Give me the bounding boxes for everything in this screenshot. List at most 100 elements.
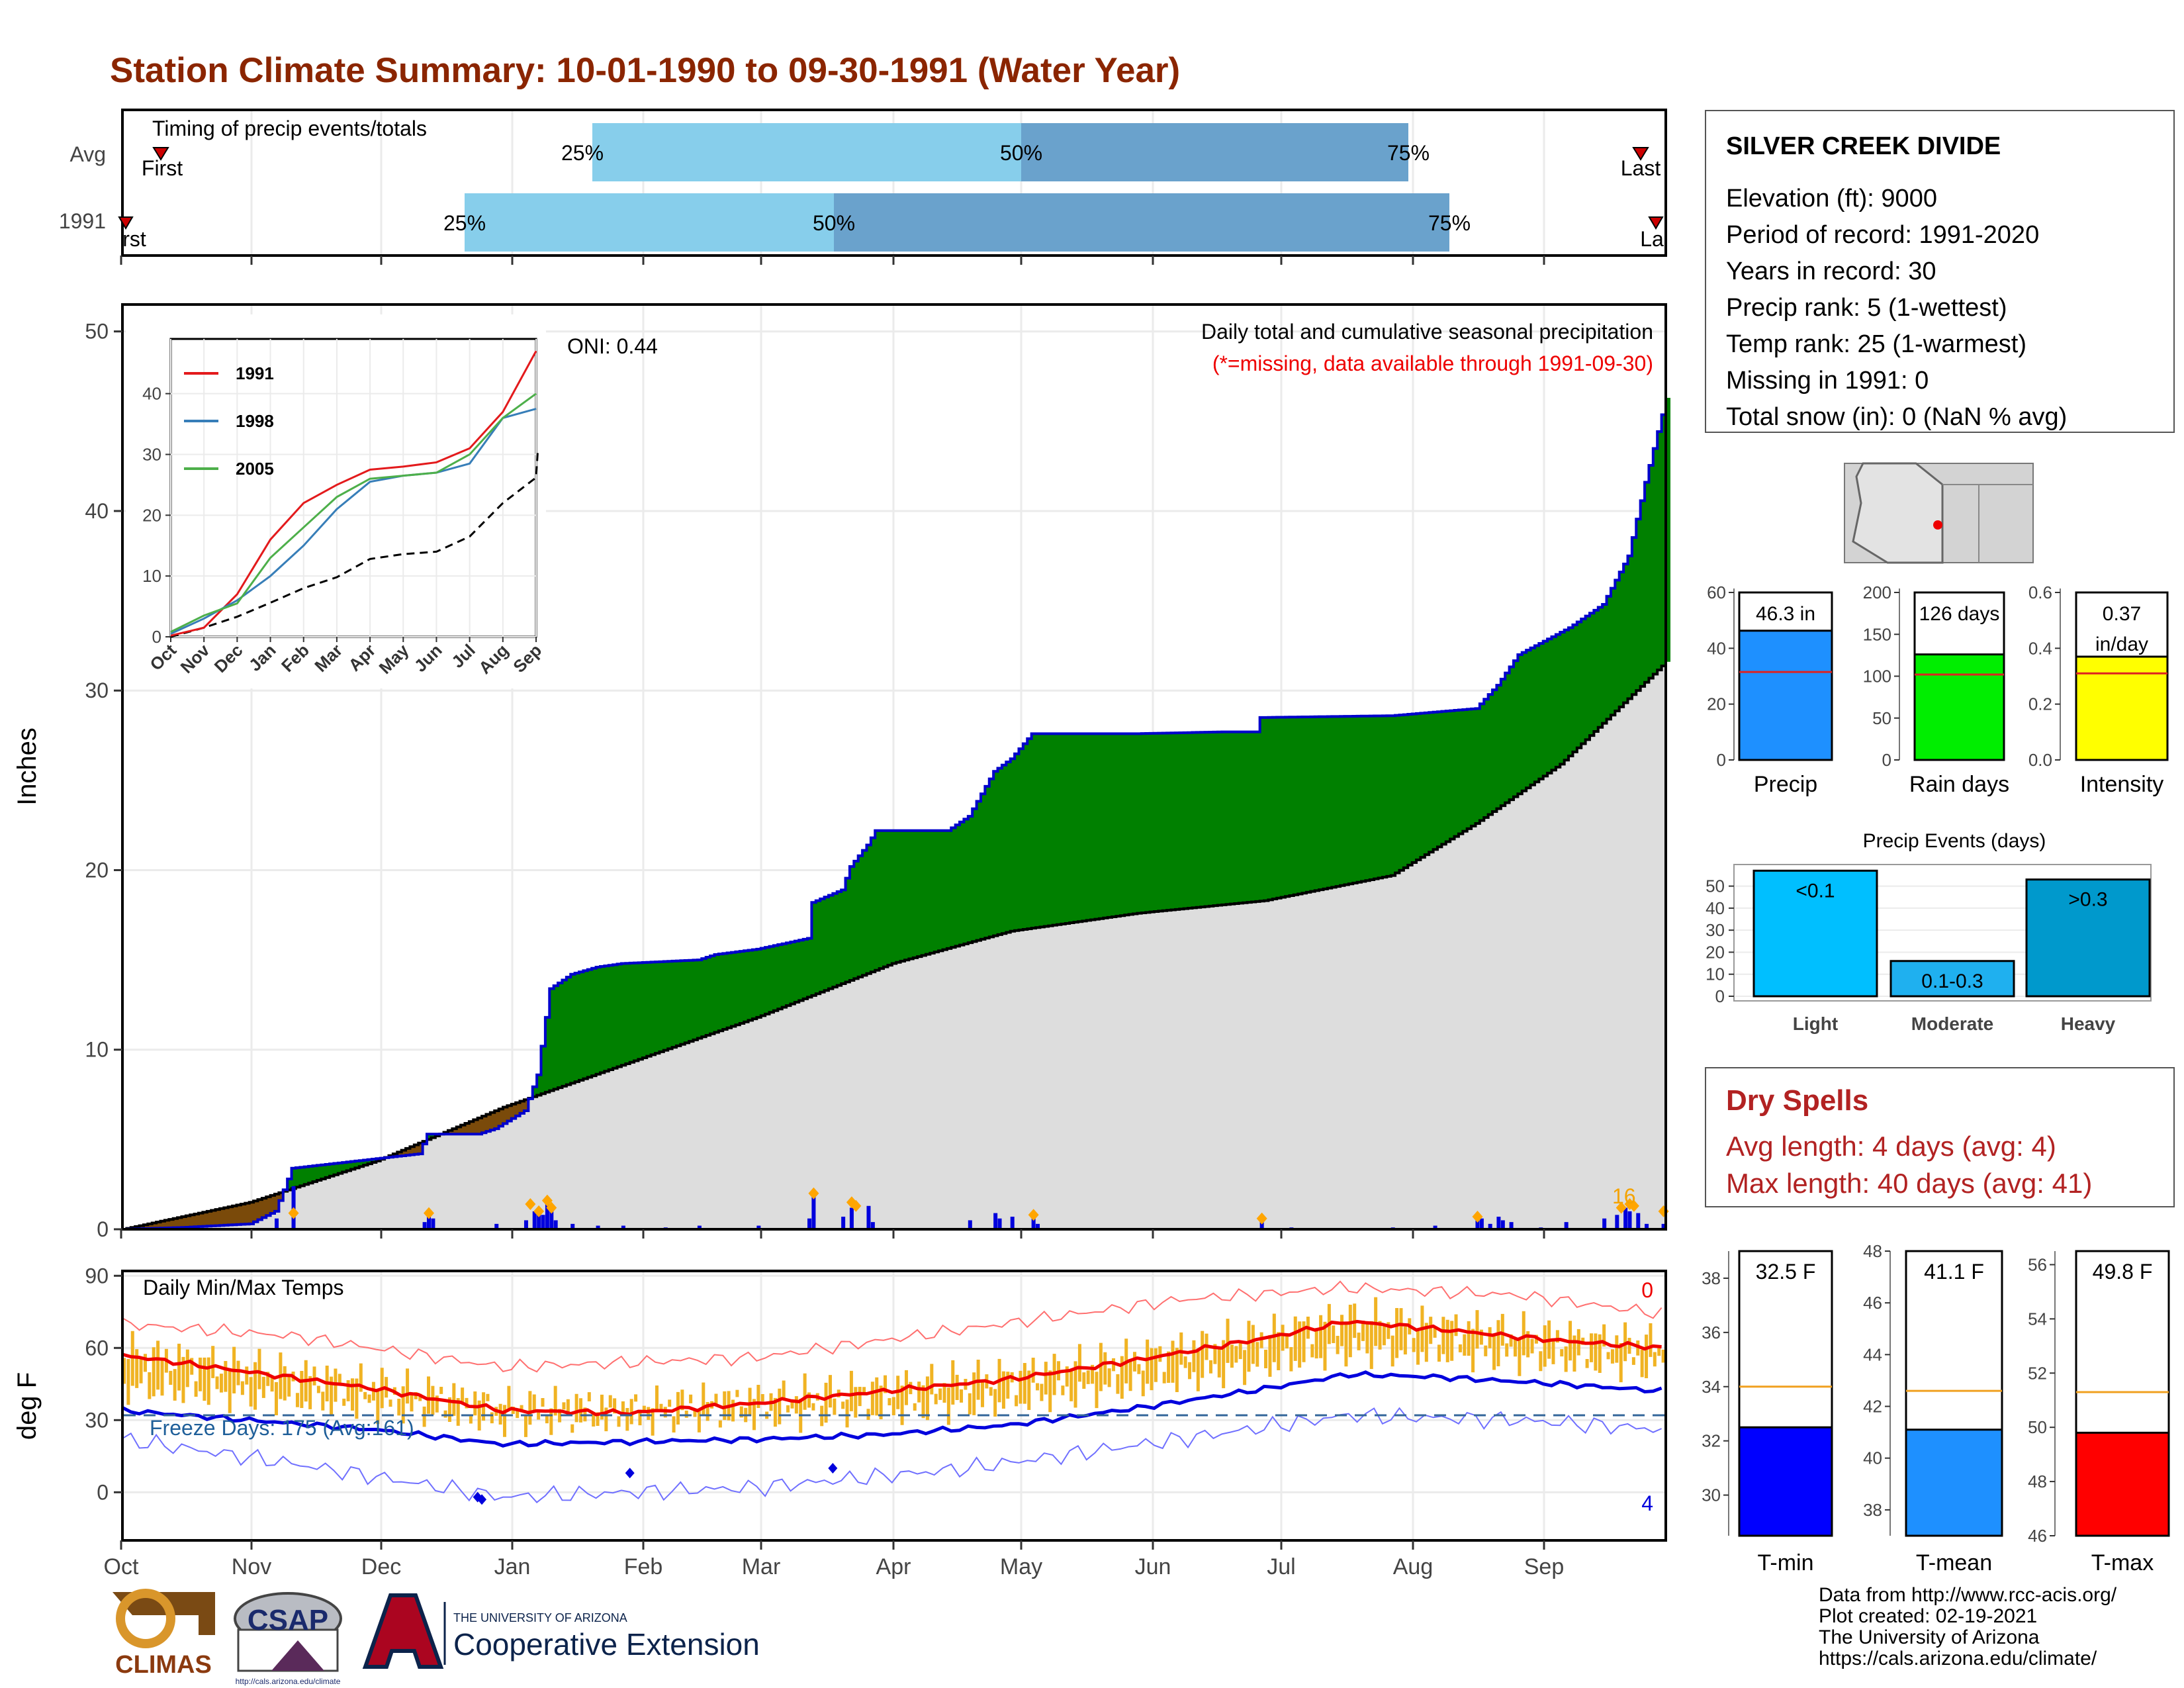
temp-summary-tmax: 46 48 50 52 54 56 49.8 F T-max [2028,1250,2170,1575]
inset-series-1991 [170,350,537,637]
extreme-precip-marker [424,1207,435,1219]
precip-ylabel: Inches [13,727,42,806]
events-bar-light [1752,869,1878,998]
timing-row-avg-label: Avg [69,142,106,166]
ua-a-shape [362,1593,444,1669]
extreme-precip-marker [533,1205,545,1217]
daily-precip-bar [870,1222,875,1229]
ua-big-text: Cooperative Extension [453,1627,760,1662]
temp-summary-tick-label: 52 [2028,1363,2047,1383]
extreme-precip-marker [525,1198,536,1211]
temp-summary-value: 41.1 F [1924,1260,1984,1284]
footer-line-0: Data from http://www.rcc-acis.org/ [1819,1584,2117,1606]
extreme-precip-marker [546,1201,557,1214]
avg-cumulative-fill [122,661,1666,1229]
temp-summary-tick-label: 50 [2028,1417,2047,1437]
summary-bar-fill [1738,630,1833,761]
temp-panel: 0 30 60 90 Oct Nov Dec Jan Feb Mar Apr May Jun Jul Au… [13,1264,1667,1579]
temp-xtick-label: Aug [1393,1554,1433,1579]
oni-label: ONI: 0.44 [567,334,658,358]
daily-precip-bar [545,1200,549,1229]
temp-summary-tmean: 38 40 42 44 46 48 41.1 F T-mean [1863,1241,2003,1575]
summary-tick-label: 0 [1882,750,1891,770]
temp-xtick-label: Jun [1135,1554,1171,1579]
summary-bar-label: Precip [1754,772,1817,797]
events-tick-label: 30 [1706,920,1725,940]
daily-precip-bar [1623,1207,1628,1229]
temp-summary-tick-label: 42 [1863,1397,1882,1417]
temp-xtick-label: Feb [624,1554,663,1579]
station-line-0: Elevation (ft): 9000 [1726,185,1937,212]
climas-mark [113,1592,215,1635]
precip-note-1: Daily total and cumulative seasonal prec… [1201,320,1653,344]
dry-spells-title: Dry Spells [1726,1084,1869,1117]
daily-precip-bar [1036,1223,1040,1229]
freeze-days-label: Freeze Days: 175 (Avg:161) [150,1416,414,1440]
temp-summary-tmin: 30 32 34 36 38 32.5 F T-min [1702,1250,1833,1575]
temp-xtick-label: Jan [494,1554,531,1579]
temp-panel-label: Daily Min/Max Temps [143,1276,343,1299]
daily-precip-bar [811,1195,816,1229]
station-line-2: Years in record: 30 [1726,258,1936,285]
daily-precip-bar [537,1207,541,1229]
arizona-locator-map [1844,462,2034,564]
inset-series-1998 [170,408,537,635]
temp-ytick-label: 0 [97,1480,109,1504]
daily-precip-bar [849,1207,854,1229]
events-bar-moderate [1889,960,2015,998]
extreme-precip-marker [1256,1212,1267,1225]
extreme-precip-marker [850,1199,862,1212]
extreme-precip-marker [1472,1211,1483,1223]
daily-precip-bar [1615,1215,1619,1229]
dry-spells-box: Dry Spells Avg length: 4 days (avg: 4) M… [1705,1067,2175,1207]
precip-areas [122,398,1670,1231]
temp-summary-tick-label: 44 [1863,1344,1882,1364]
daily-precip-bar [756,1225,761,1229]
precip-count-label: 16 [1612,1184,1636,1208]
daily-precip-bar [807,1218,812,1229]
temp-summary-fill [1905,1429,2003,1537]
inset-legend-label: 1998 [236,411,274,431]
temp-xtick-label: Oct [104,1554,139,1579]
daily-precip-bar [1496,1217,1501,1229]
temp-summary-tick-label: 46 [1863,1293,1882,1313]
summary-tick-label: 150 [1863,624,1891,644]
events-bar-heavy [2025,878,2151,998]
events-bar-label: >0.3 [2068,889,2107,911]
extreme-precip-marker [808,1187,819,1199]
summary-bar-label: Intensity [2080,772,2164,797]
summary-tick-label: 0.0 [2028,750,2052,770]
precip-events-title: Precip Events (days) [1863,830,2046,852]
summary-tick-label: 50 [1872,708,1891,728]
record-max-line [122,1280,1662,1373]
events-category-label: Moderate [1911,1013,1993,1034]
temp-ylabel: deg F [13,1372,42,1440]
footer-line-3: https://cals.arizona.edu/climate/ [1819,1648,2097,1669]
daily-precip-bar [596,1225,600,1229]
inset-legend: 1991 1998 2005 [184,363,274,479]
temp-bottom-count: 4 [1641,1491,1653,1515]
temp-x-axis: Oct Nov Dec Jan Feb Mar Apr May Jun Jul Aug Sep [104,1540,1564,1579]
record-low-marker [477,1494,487,1505]
daily-precip-bar [1661,1223,1666,1229]
temp-ytick-label: 60 [85,1336,109,1360]
extreme-precip-marker [288,1207,299,1219]
year-pct-75: 75% [1428,211,1471,235]
temp-summary-tick-label: 56 [2028,1254,2047,1274]
daily-precip-bar [1564,1222,1569,1229]
avg-first-label: First [142,156,183,180]
events-tick-label: 40 [1706,898,1725,918]
daily-precip-bar [541,1215,545,1229]
footer-line-2: The University of Arizona [1819,1626,2040,1648]
summary-tick-label: 0.6 [2028,583,2052,602]
events-bar-label: 0.1-0.3 [1921,970,1983,992]
inset-avg-line [170,451,539,638]
precip-events-bars: <0.1 Light 0.1-0.3 Moderate >0.3 Heavy [1752,869,2151,1034]
timing-month-ticks [120,256,1545,265]
ua-small-text: THE UNIVERSITY OF ARIZONA [453,1611,627,1624]
inset-lines [170,350,539,638]
daily-precip-bar [621,1225,625,1229]
daily-precip-bar [1433,1225,1437,1229]
daily-precip-bar [549,1211,554,1229]
temperature-summary-bars: 30 32 34 36 38 32.5 F T-min 38 40 42 44 46 48 41.1 F T… [1702,1241,2170,1575]
